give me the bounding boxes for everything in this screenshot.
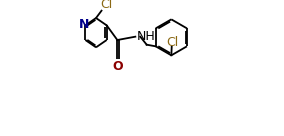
Text: O: O	[112, 60, 123, 73]
Text: N: N	[79, 18, 89, 31]
Text: Cl: Cl	[100, 0, 112, 11]
Text: NH: NH	[137, 30, 155, 43]
Text: Cl: Cl	[166, 36, 178, 49]
